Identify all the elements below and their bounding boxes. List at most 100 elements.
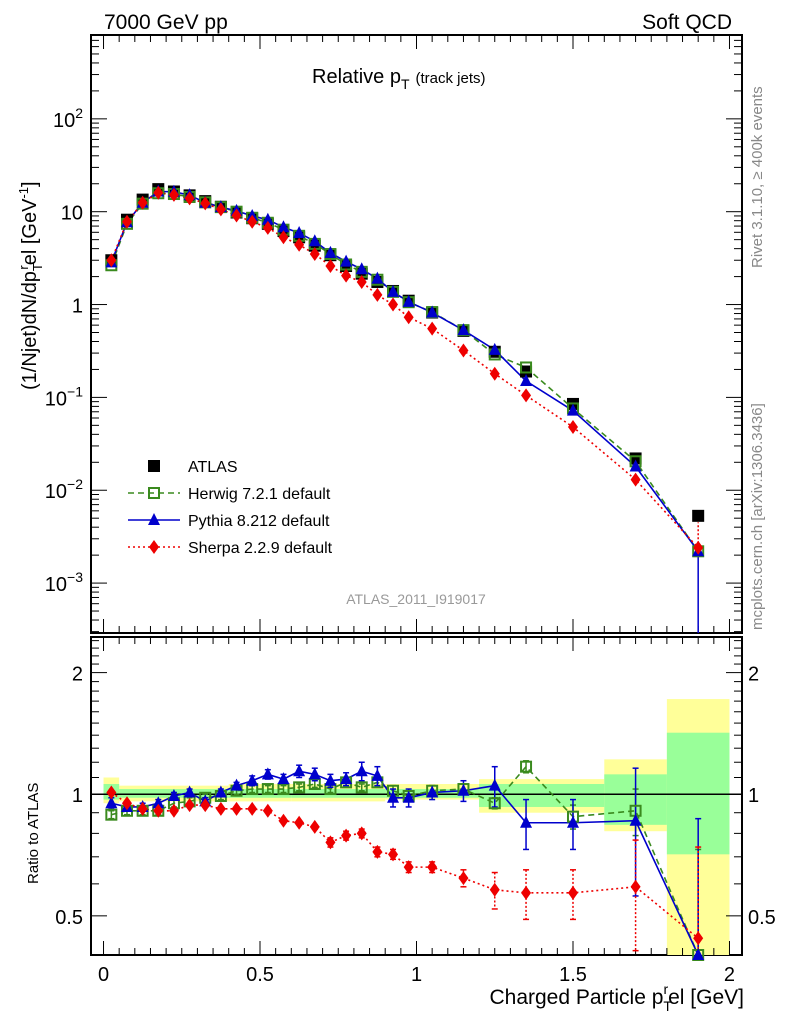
pythia-point (457, 323, 470, 336)
pythia-point (340, 254, 353, 267)
pythia-point (566, 403, 579, 416)
legend-sherpa-label: Sherpa 2.2.9 default (188, 540, 333, 557)
ratio-sherpa-point (262, 803, 273, 818)
ratio-herwig-point (355, 781, 368, 794)
ratio-pythia-point (488, 778, 501, 791)
ratio-pythia-point (105, 796, 118, 809)
ratio-sherpa-point (200, 798, 211, 813)
ratio-pythia-point (692, 948, 705, 960)
sherpa-point (489, 366, 500, 381)
y-tick-label: 102 (53, 105, 83, 132)
ratio-sherpa-point (294, 815, 305, 830)
mcplots-label: mcplots.cern.ch [arXiv:1306.3436] (749, 403, 766, 630)
ratio-pythia-point (457, 783, 470, 796)
ratio-sherpa-point (184, 798, 195, 813)
sherpa-point (137, 195, 148, 210)
ratio-y-tick-label-right: 2 (748, 664, 759, 686)
ratio-pythia-point (355, 764, 368, 777)
sherpa-point (630, 472, 641, 487)
plot-title-note: (track jets) (416, 70, 486, 87)
ratio-pythia-point (402, 790, 415, 803)
analysis-id-label: ATLAS_2011_I919017 (346, 591, 486, 607)
ratio-sherpa-point (309, 819, 320, 834)
ratio-plot-series (105, 760, 705, 961)
uncertainty-band-inner (291, 789, 386, 798)
main-y-axis-label: (1/Njet)dN/dpTrel [GeV-1] (16, 181, 45, 390)
plot-title-sub: T (401, 76, 410, 92)
ratio-sherpa-point (231, 801, 242, 816)
legend-atlas-marker (148, 460, 160, 472)
ratio-pythia-point (277, 772, 290, 785)
x-tick-label: 2 (724, 964, 735, 986)
ratio-pythia-point (167, 788, 180, 801)
y-tick-label: 10−2 (45, 476, 83, 503)
atlas-point (692, 509, 705, 522)
herwig-point (520, 361, 533, 374)
sherpa-point (693, 540, 704, 555)
ratio-pythia-point (566, 815, 579, 828)
ratio-herwig-point (261, 783, 274, 796)
ratio-sherpa-point (137, 801, 148, 816)
pythia-point (402, 294, 415, 307)
sherpa-point (294, 237, 305, 252)
sherpa-point (356, 274, 367, 289)
ratio-pythia-point (426, 785, 439, 798)
x-tick-label: 0.5 (246, 964, 274, 986)
pythia-point (293, 225, 306, 238)
legend-sherpa-marker (149, 540, 159, 554)
ratio-y-tick-label-right: 0.5 (748, 907, 776, 929)
ratio-sherpa-point (403, 860, 414, 875)
sherpa-point (567, 419, 578, 434)
header-energy-label: 7000 GeV pp (104, 11, 228, 34)
sherpa-point (231, 208, 242, 223)
ratio-y-tick-label-left: 2 (72, 664, 83, 686)
sherpa-point (458, 343, 469, 358)
y-tick-label: 10−3 (45, 569, 83, 596)
sherpa-point (121, 214, 132, 229)
pythia-point (426, 305, 439, 318)
legend: ATLAS Herwig 7.2.1 default Pythia 8.212 de… (128, 459, 333, 557)
sherpa-point (372, 287, 383, 302)
pythia-point (277, 220, 290, 233)
ratio-sherpa-point (168, 803, 179, 818)
pythia-point (308, 234, 321, 247)
sherpa-point (521, 388, 532, 403)
ratio-sherpa-point (278, 813, 289, 828)
ratio-sherpa-point (427, 860, 438, 875)
sherpa-point (200, 196, 211, 211)
ratio-herwig-point (105, 808, 118, 821)
sherpa-point (262, 220, 273, 235)
pythia-point (387, 284, 400, 297)
main-plot-series (105, 183, 705, 633)
y-tick-label: 10−1 (45, 383, 83, 410)
ratio-pythia-point (261, 767, 274, 780)
sherpa-point (341, 268, 352, 283)
ratio-sherpa-point (567, 885, 578, 900)
legend-herwig-marker (148, 487, 160, 499)
ratio-sherpa-point (388, 847, 399, 862)
sherpa-point (153, 185, 164, 200)
pythia-point (371, 271, 384, 284)
ratio-y-tick-label-left: 1 (72, 785, 83, 807)
pythia-point (324, 245, 337, 258)
ratio-pythia-point (230, 778, 243, 791)
ratio-pythia-point (371, 768, 384, 781)
plot-title: Relative pT (track jets) (312, 66, 486, 92)
ratio-sherpa-point (106, 785, 117, 800)
sherpa-point (184, 191, 195, 206)
ratio-sherpa-point (630, 879, 641, 894)
sherpa-point (247, 214, 258, 229)
legend-pythia-label: Pythia 8.212 default (188, 513, 330, 530)
ratio-y-tick-label-right: 1 (748, 785, 759, 807)
sherpa-point (403, 310, 414, 325)
ratio-sherpa-point (341, 828, 352, 843)
y-tick-label: 1 (72, 296, 83, 318)
ratio-pythia-point (324, 773, 337, 786)
ratio-pythia-point (293, 764, 306, 777)
ratio-pythia-point (340, 772, 353, 785)
ratio-herwig-point (293, 781, 306, 794)
ratio-sherpa-point (356, 826, 367, 841)
pythia-point (488, 342, 501, 355)
ratio-sherpa-point (693, 931, 704, 946)
ratio-sherpa-point (325, 835, 336, 850)
